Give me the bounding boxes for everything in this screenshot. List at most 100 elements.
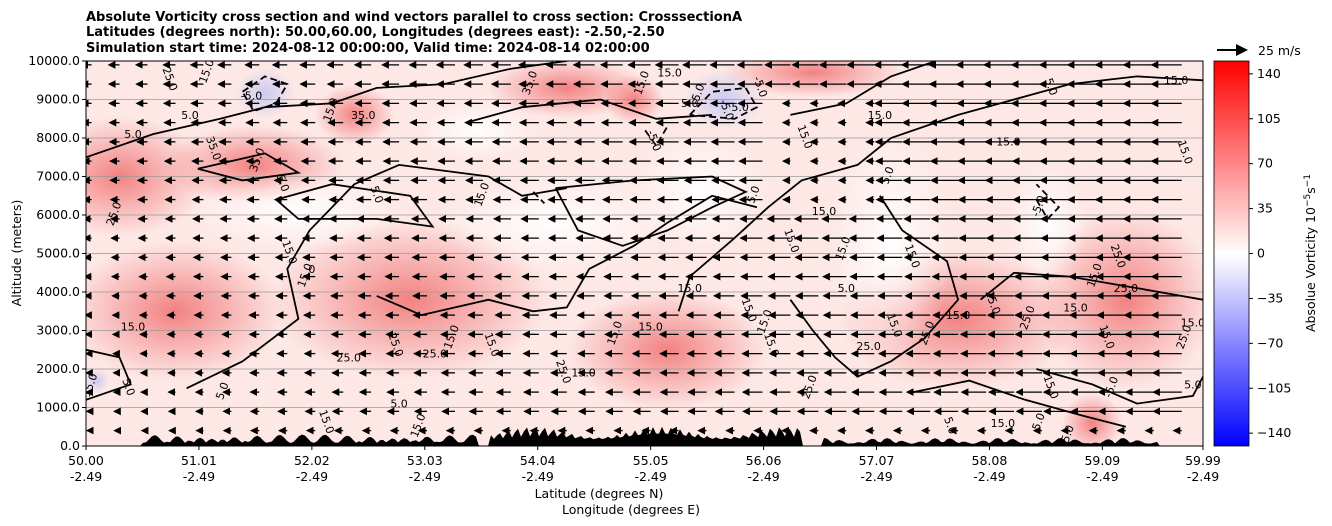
- colorbar-label-main: Absolue Vorticity 10: [1303, 207, 1318, 332]
- x-tick-label-lat: 57.07: [859, 453, 895, 468]
- plot-area: 25.015.05.0-15.05.025.0 15.05.035.0 35.0-5…: [86, 61, 1206, 446]
- colorbar-label-unit: s: [1303, 187, 1318, 194]
- contour-line: [376, 194, 758, 317]
- y-axis-label: Altitude (meters): [9, 200, 24, 307]
- contour-label: -5.0: [241, 90, 262, 103]
- x-tick-label-lat: 59.09: [1084, 453, 1120, 468]
- vorticity-patch: [1062, 392, 1123, 446]
- contour-label: 25.0: [337, 351, 362, 364]
- y-tick-label: 8000.0: [36, 130, 80, 145]
- x-tick-label-lon: -2.49: [747, 469, 779, 484]
- vector-key: 25 m/s: [1217, 43, 1301, 58]
- y-tick-label: 4000.0: [36, 284, 80, 299]
- vorticity-patch: [630, 131, 771, 252]
- vorticity-patch: [86, 241, 286, 382]
- contour-label: 5.0: [368, 184, 386, 205]
- colorbar: 140 105 70 35 0 −35 −70 −105 −140 Absolue Vortic…: [1213, 60, 1318, 447]
- y-tick-label: 0.0: [60, 438, 80, 453]
- colorbar-tick-label: 35: [1257, 201, 1273, 216]
- x-tick-label-lat: 58.08: [972, 453, 1008, 468]
- vector-key-label: 25 m/s: [1258, 43, 1301, 58]
- x-tick-label-lat: 53.03: [407, 453, 443, 468]
- colorbar-tick-label: 0: [1257, 246, 1265, 261]
- y-tick-label: 1000.0: [36, 400, 80, 415]
- negative-contour-line: [1035, 183, 1061, 221]
- contour-label: 25.0: [1114, 282, 1139, 295]
- contour-label: 25.0: [856, 340, 881, 353]
- contour-label: 15.0: [868, 109, 893, 122]
- contour-label: 35.0: [351, 109, 376, 122]
- contour-label: 15.0: [1164, 74, 1189, 87]
- colorbar-tick-label: 105: [1257, 111, 1281, 126]
- x-tick-label-lon: -2.49: [1086, 469, 1118, 484]
- contour-label: 5.0: [119, 377, 137, 398]
- colorbar-tick-label: 70: [1257, 156, 1273, 171]
- x-tick-label-lon: -2.49: [296, 469, 328, 484]
- contour-label: 5.0: [390, 398, 408, 411]
- x-tick-label-lat: 51.01: [181, 453, 217, 468]
- x-tick-label-lat: 56.06: [746, 453, 782, 468]
- y-axis: 0.0 1000.0 2000.0 3000.0 4000.0 5000.0 6000.0 7…: [28, 53, 86, 453]
- contour-label: 5.0: [838, 282, 856, 295]
- wind-vectors: [86, 61, 1182, 435]
- negative-contour-line: [689, 86, 759, 120]
- vorticity-patch: [188, 171, 409, 252]
- vorticity-patch: [417, 100, 538, 161]
- contour-label: 15.0: [991, 417, 1016, 430]
- negative-contour-line: [644, 125, 669, 148]
- y-tick-label: 3000.0: [36, 323, 80, 338]
- y-tick-label: 2000.0: [36, 361, 80, 376]
- vorticity-patch: [831, 125, 952, 366]
- colorbar-label: Absolue Vorticity 10−5s−1: [1303, 174, 1318, 332]
- x-tick-label-lat: 54.04: [520, 453, 556, 468]
- x-tick-label-lat: 59.99: [1185, 453, 1221, 468]
- x-tick-label-lat: 52.02: [294, 453, 330, 468]
- contour-line: [465, 98, 713, 124]
- contour-label: 0: [308, 263, 315, 276]
- y-tick-label: 7000.0: [36, 169, 80, 184]
- x-tick-label-lon: -2.49: [409, 469, 441, 484]
- contour-line: [790, 61, 937, 116]
- colorbar-tick-label: −140: [1257, 425, 1291, 440]
- colorbar-tick-label: −70: [1257, 335, 1283, 350]
- contour-label: 15.0: [638, 321, 663, 334]
- y-tick-label: 9000.0: [36, 92, 80, 107]
- colorbar-ticks: 140 105 70 35 0 −35 −70 −105 −140: [1249, 66, 1291, 440]
- colorbar-label-exponent2: −1: [1303, 174, 1313, 187]
- contour-label: 5.0: [1184, 378, 1202, 391]
- x-tick-label-lat: 50.00: [68, 453, 104, 468]
- y-tick-label: 10000.0: [28, 53, 80, 68]
- contour-label: 15.0: [1181, 317, 1206, 330]
- contour-label: 5.0: [124, 128, 142, 141]
- x-tick-label-lon: -2.49: [70, 469, 102, 484]
- contour-label: 15.0: [678, 282, 703, 295]
- contour-label: 15.0: [657, 66, 682, 79]
- colorbar-bar: [1213, 60, 1250, 447]
- y-tick-label: 6000.0: [36, 207, 80, 222]
- colorbar-tick-label: −35: [1257, 290, 1283, 305]
- x-axis-label-latitude: Latitude (degrees N): [535, 486, 664, 501]
- x-axis-label-longitude: Longitude (degrees E): [562, 502, 700, 517]
- chart-title-line-3: Simulation start time: 2024-08-12 00:00:…: [86, 41, 650, 56]
- x-tick-label-lon: -2.49: [522, 469, 554, 484]
- contour-line: [913, 379, 1127, 428]
- vorticity-patch: [567, 289, 768, 410]
- contour-line: [677, 75, 1203, 312]
- negative-contour-line: [241, 75, 289, 113]
- x-tick-label-lon: -2.49: [183, 469, 215, 484]
- vorticity-patch: [722, 61, 903, 98]
- negative-contour-line: [532, 191, 546, 205]
- colorbar-tick-label: −105: [1257, 380, 1291, 395]
- contour-line: [86, 348, 132, 401]
- x-tick-label-lon: -2.49: [860, 469, 892, 484]
- y-tick-label: 5000.0: [36, 246, 80, 261]
- contour-label: 15.0: [812, 205, 837, 218]
- chart-title-line-2: Latitudes (degrees north): 50.00,60.00, …: [86, 25, 665, 40]
- contour-label: 5.0: [181, 109, 199, 122]
- chart-title-line-1: Absolute Vorticity cross section and win…: [86, 10, 742, 25]
- contour-label: 15.0: [1063, 301, 1088, 314]
- colorbar-label-exponent: −5: [1303, 194, 1313, 207]
- colorbar-tick-label: 140: [1257, 66, 1281, 81]
- x-tick-label-lon: -2.49: [973, 469, 1005, 484]
